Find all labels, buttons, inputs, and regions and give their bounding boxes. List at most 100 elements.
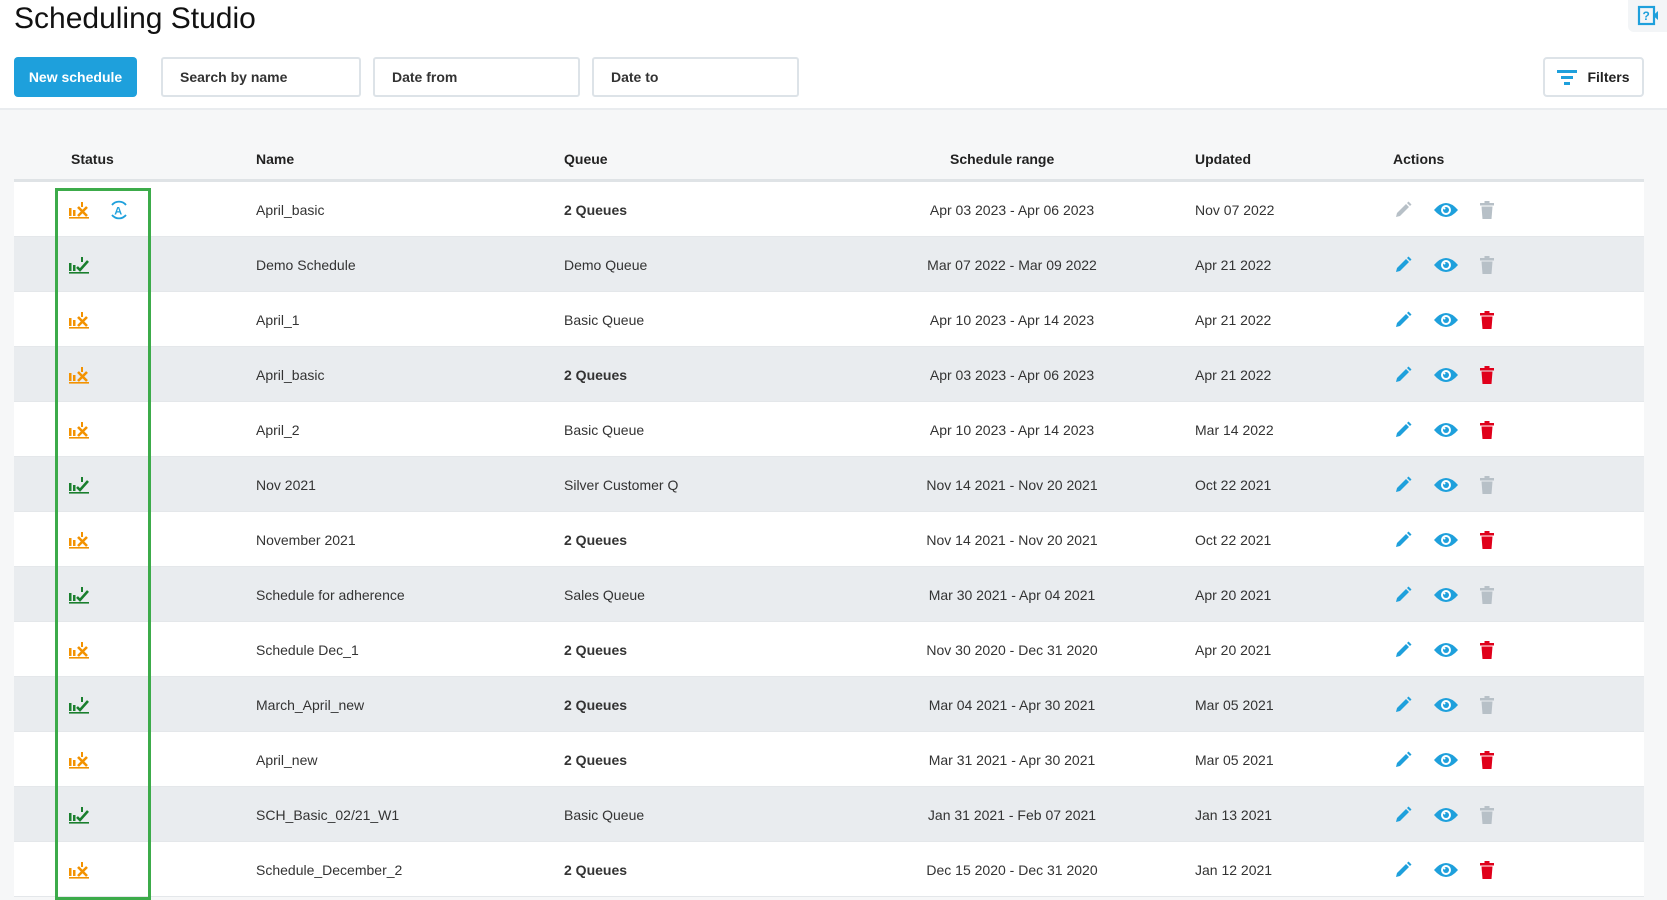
col-updated[interactable]: Updated — [1195, 151, 1251, 167]
table-row[interactable]: April_new 2 Queues Mar 31 2021 - Apr 30 … — [14, 732, 1644, 787]
queue: 2 Queues — [564, 751, 628, 768]
schedule-name[interactable]: Schedule_December_2 — [256, 861, 403, 878]
view-icon[interactable] — [1433, 366, 1459, 384]
table-row[interactable]: Schedule for adherence Sales Queue Mar 3… — [14, 567, 1644, 622]
table-row[interactable]: November 2021 2 Queues Nov 14 2021 - Nov… — [14, 512, 1644, 567]
delete-icon[interactable] — [1479, 420, 1495, 440]
search-input[interactable]: Search by name — [161, 57, 361, 97]
delete-icon[interactable] — [1479, 860, 1495, 880]
new-schedule-button[interactable]: New schedule — [14, 57, 137, 97]
unpublished-status-icon — [68, 311, 90, 329]
schedule-name[interactable]: April_basic — [256, 366, 325, 383]
actions-cell — [1393, 567, 1495, 622]
schedule-name[interactable]: April_1 — [256, 311, 300, 328]
schedule-name[interactable]: April_2 — [256, 421, 300, 438]
view-icon[interactable] — [1433, 806, 1459, 824]
delete-icon[interactable] — [1479, 530, 1495, 550]
schedule-range: Apr 10 2023 - Apr 14 2023 — [929, 311, 1095, 328]
edit-icon[interactable] — [1393, 530, 1413, 550]
edit-icon[interactable] — [1393, 805, 1413, 825]
updated-date: Apr 20 2021 — [1195, 641, 1272, 658]
queue: 2 Queues — [564, 696, 628, 713]
view-icon[interactable] — [1433, 751, 1459, 769]
delete-icon[interactable] — [1479, 640, 1495, 660]
actions-cell — [1393, 457, 1495, 512]
table-row[interactable]: April_basic 2 Queues Apr 03 2023 - Apr 0… — [14, 347, 1644, 402]
edit-icon[interactable] — [1393, 860, 1413, 880]
schedule-name[interactable]: Schedule Dec_1 — [256, 641, 359, 658]
table-row[interactable]: Schedule_December_2 2 Queues Dec 15 2020… — [14, 842, 1644, 897]
edit-icon[interactable] — [1393, 310, 1413, 330]
edit-icon[interactable] — [1393, 695, 1413, 715]
schedule-name[interactable]: March_April_new — [256, 696, 365, 713]
table-row[interactable]: Demo Schedule Demo Queue Mar 07 2022 - M… — [14, 237, 1644, 292]
table-row[interactable]: A April_basic 2 Queues Apr 03 2023 - Apr… — [14, 182, 1644, 237]
col-status[interactable]: Status — [71, 151, 114, 167]
view-icon[interactable] — [1433, 311, 1459, 329]
queue: 2 Queues — [564, 531, 628, 548]
edit-icon[interactable] — [1393, 475, 1413, 495]
view-icon[interactable] — [1433, 256, 1459, 274]
delete-icon[interactable] — [1479, 200, 1495, 220]
toolbar: New schedule Search by name Date from Da… — [0, 57, 1667, 97]
svg-text:A: A — [114, 205, 122, 217]
view-icon[interactable] — [1433, 696, 1459, 714]
table-row[interactable]: April_1 Basic Queue Apr 10 2023 - Apr 14… — [14, 292, 1644, 347]
delete-icon[interactable] — [1479, 255, 1495, 275]
edit-icon[interactable] — [1393, 255, 1413, 275]
delete-icon[interactable] — [1479, 365, 1495, 385]
delete-icon[interactable] — [1479, 750, 1495, 770]
schedule-range: Mar 31 2021 - Apr 30 2021 — [928, 751, 1096, 768]
table-row[interactable]: Nov 2021 Silver Customer Q Nov 14 2021 -… — [14, 457, 1644, 512]
schedule-range: Mar 30 2021 - Apr 04 2021 — [928, 586, 1096, 603]
delete-icon[interactable] — [1479, 475, 1495, 495]
view-icon[interactable] — [1433, 476, 1459, 494]
page-title: Scheduling Studio — [14, 2, 256, 35]
schedule-name[interactable]: Schedule for adherence — [256, 586, 405, 603]
view-icon[interactable] — [1433, 201, 1459, 219]
table-row[interactable]: April_2 Basic Queue Apr 10 2023 - Apr 14… — [14, 402, 1644, 457]
col-name[interactable]: Name — [256, 151, 295, 167]
status-cell — [68, 732, 90, 787]
published-status-icon — [68, 806, 90, 824]
schedule-name[interactable]: April_basic — [256, 201, 325, 218]
schedule-name[interactable]: Demo Schedule — [256, 256, 356, 273]
edit-icon[interactable] — [1393, 750, 1413, 770]
table-row[interactable]: March_April_new 2 Queues Mar 04 2021 - A… — [14, 677, 1644, 732]
filters-button[interactable]: Filters — [1543, 57, 1644, 97]
edit-icon[interactable] — [1393, 585, 1413, 605]
actions-cell — [1393, 292, 1495, 347]
edit-icon[interactable] — [1393, 200, 1413, 220]
view-icon[interactable] — [1433, 861, 1459, 879]
unpublished-status-icon — [68, 421, 90, 439]
schedule-name[interactable]: April_new — [256, 751, 318, 768]
view-icon[interactable] — [1433, 421, 1459, 439]
schedule-name[interactable]: November 2021 — [256, 531, 356, 548]
schedule-name[interactable]: SCH_Basic_02/21_W1 — [256, 806, 400, 823]
updated-date: Apr 21 2022 — [1195, 366, 1272, 383]
delete-icon[interactable] — [1479, 310, 1495, 330]
view-icon[interactable] — [1433, 641, 1459, 659]
delete-icon[interactable] — [1479, 695, 1495, 715]
delete-icon[interactable] — [1479, 805, 1495, 825]
published-status-icon — [68, 696, 90, 714]
view-icon[interactable] — [1433, 586, 1459, 604]
actions-cell — [1393, 512, 1495, 567]
col-schedule-range[interactable]: Schedule range — [950, 151, 1055, 167]
edit-icon[interactable] — [1393, 365, 1413, 385]
status-cell — [68, 622, 90, 677]
date-from-input[interactable]: Date from — [373, 57, 580, 97]
schedule-name[interactable]: Nov 2021 — [256, 476, 316, 493]
table-row[interactable]: SCH_Basic_02/21_W1 Basic Queue Jan 31 20… — [14, 787, 1644, 842]
view-icon[interactable] — [1433, 531, 1459, 549]
actions-cell — [1393, 402, 1495, 457]
edit-icon[interactable] — [1393, 640, 1413, 660]
updated-date: Nov 07 2022 — [1195, 201, 1275, 218]
date-to-input[interactable]: Date to — [592, 57, 799, 97]
edit-icon[interactable] — [1393, 420, 1413, 440]
delete-icon[interactable] — [1479, 585, 1495, 605]
table-row[interactable]: Schedule Dec_1 2 Queues Nov 30 2020 - De… — [14, 622, 1644, 677]
queue: Basic Queue — [564, 311, 645, 328]
help-button[interactable]: ? — [1628, 0, 1667, 32]
col-queue[interactable]: Queue — [564, 151, 608, 167]
